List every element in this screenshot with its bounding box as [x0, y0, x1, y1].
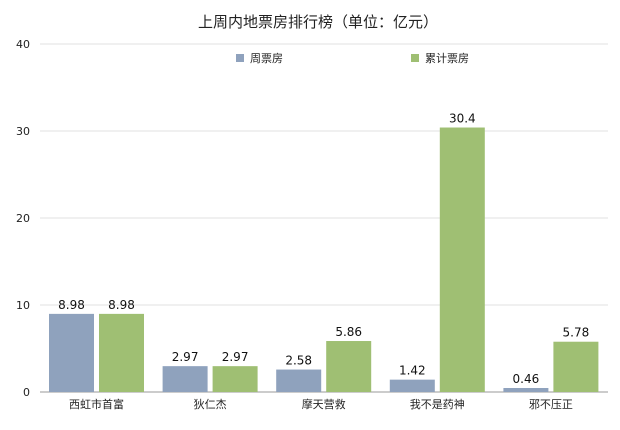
category-label: 摩天营救 — [302, 397, 346, 411]
data-label: 0.46 — [513, 372, 540, 386]
bar-weekly — [389, 379, 435, 392]
legend-swatch — [411, 54, 419, 62]
data-label: 8.98 — [108, 298, 135, 312]
data-label: 1.42 — [399, 364, 426, 378]
bar-cumulative — [99, 313, 144, 392]
data-label: 2.97 — [172, 350, 199, 364]
data-label: 30.4 — [449, 112, 476, 126]
bars — [49, 127, 599, 393]
bar-weekly — [162, 366, 208, 392]
bar-cumulative — [212, 366, 258, 392]
legend-label: 周票房 — [250, 52, 283, 65]
data-label: 2.58 — [285, 354, 312, 368]
legend: 周票房 累计票房 — [236, 52, 469, 65]
bar-weekly — [49, 313, 94, 392]
category-label: 我不是药神 — [410, 397, 465, 411]
y-tick-label: 40 — [16, 38, 30, 51]
x-axis-categories: 西虹市首富 狄仁杰 摩天营救 我不是药神 邪不压正 — [69, 397, 573, 411]
bar-weekly — [276, 369, 322, 392]
category-label: 狄仁杰 — [194, 398, 227, 411]
bar-cumulative — [553, 341, 599, 392]
data-labels: 8.98 8.98 2.97 2.97 2.58 5.86 1.42 30.4 0.46 5.78 — [58, 112, 589, 386]
data-label: 2.97 — [222, 350, 249, 364]
y-tick-label: 0 — [23, 386, 30, 399]
y-tick-label: 30 — [16, 125, 30, 138]
bar-weekly — [503, 387, 549, 392]
y-tick-label: 20 — [16, 212, 30, 225]
bar-cumulative — [326, 341, 372, 392]
data-label: 8.98 — [58, 298, 85, 312]
data-label: 5.86 — [335, 325, 362, 339]
legend-swatch — [236, 54, 244, 62]
data-label: 5.78 — [563, 326, 590, 340]
legend-label: 累计票房 — [425, 52, 469, 65]
y-tick-label: 10 — [16, 299, 30, 312]
bar-cumulative — [439, 127, 485, 393]
y-axis: 0 10 20 30 40 — [16, 38, 30, 399]
category-label: 西虹市首富 — [69, 397, 124, 411]
category-label: 邪不压正 — [529, 398, 573, 411]
chart-title: 上周内地票房排行榜（单位：亿元） — [198, 13, 438, 31]
